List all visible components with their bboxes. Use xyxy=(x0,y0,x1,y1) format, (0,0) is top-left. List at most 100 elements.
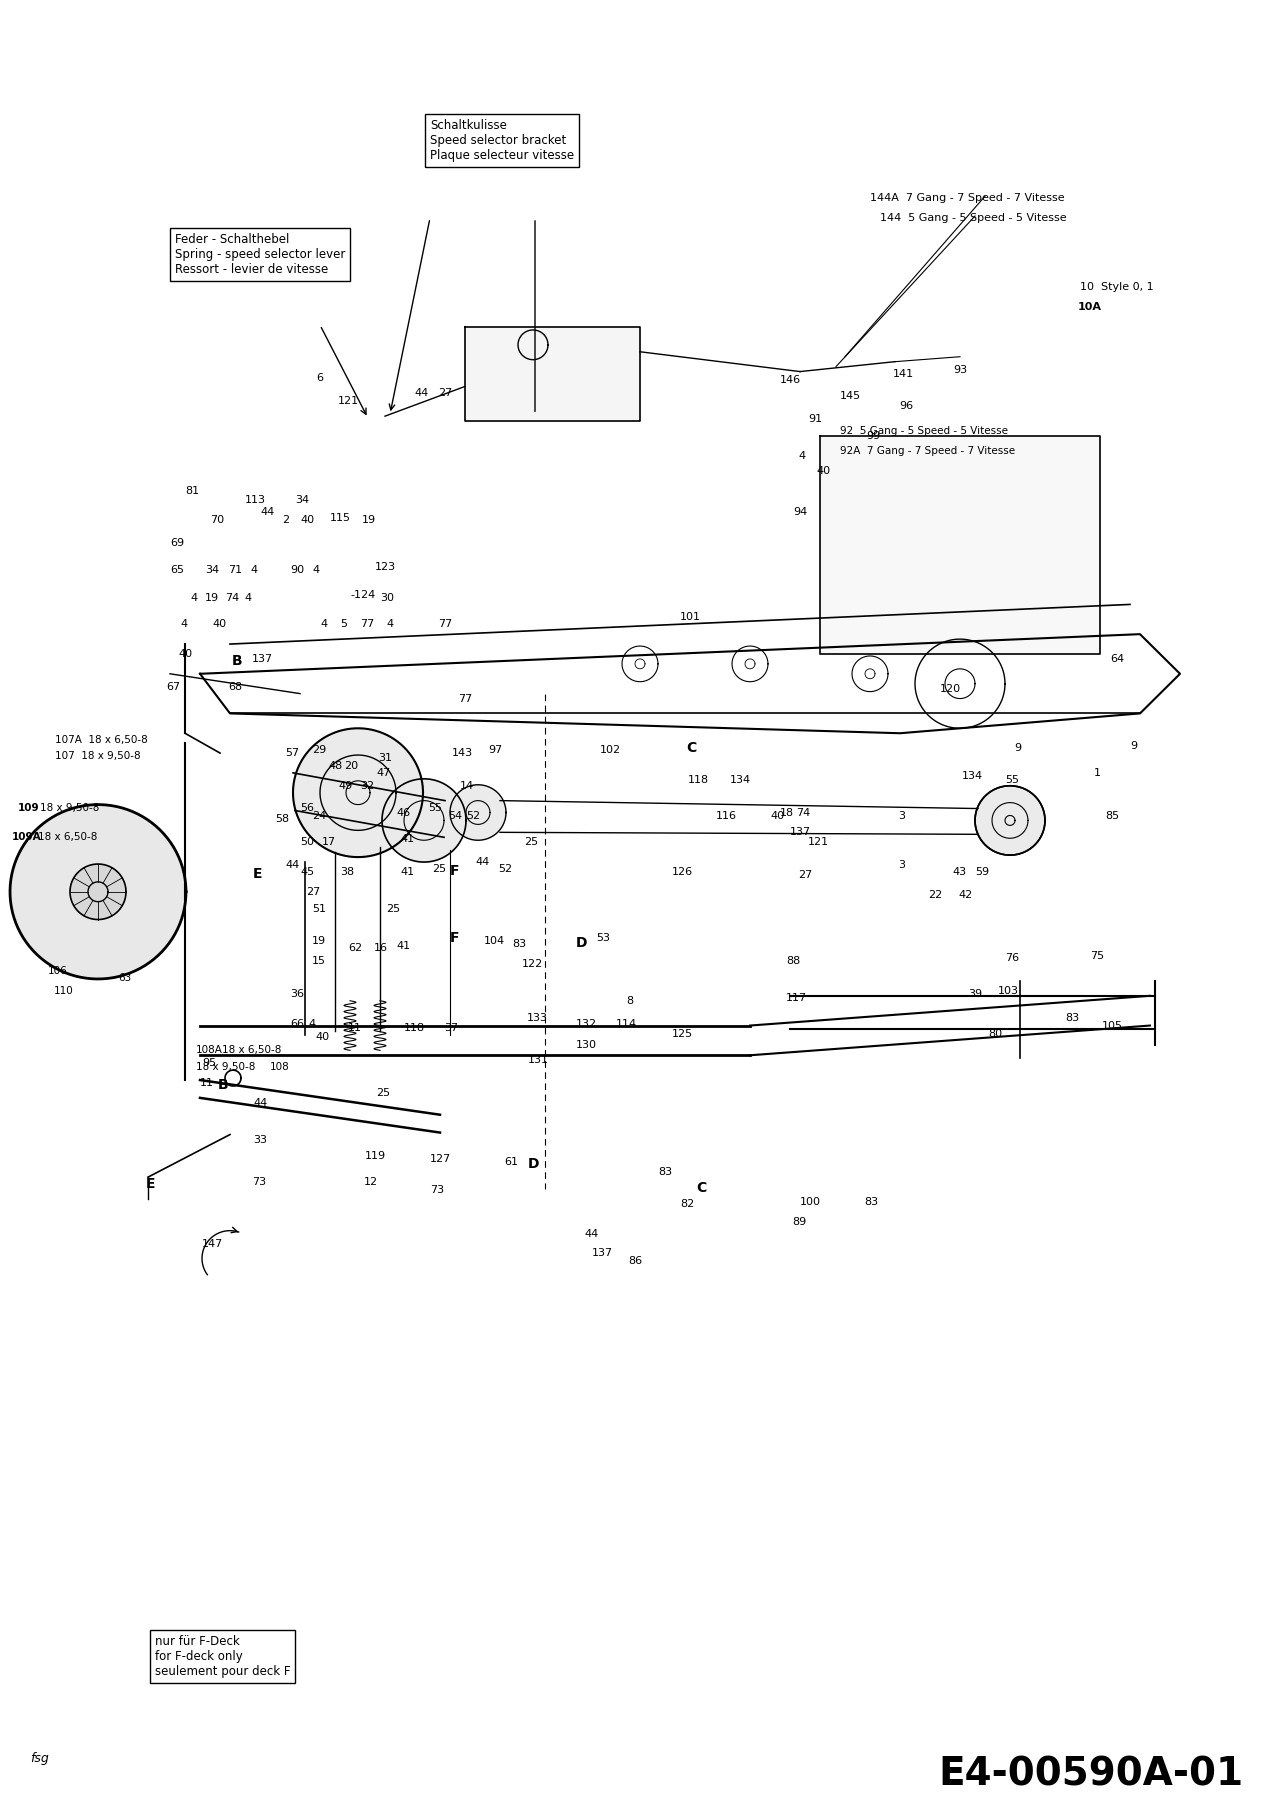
Text: fsg: fsg xyxy=(31,1751,48,1764)
Text: 43: 43 xyxy=(952,868,966,877)
Text: 25: 25 xyxy=(432,864,446,875)
Text: 29: 29 xyxy=(312,745,326,756)
Text: 59: 59 xyxy=(975,868,989,877)
Text: 144  5 Gang - 5 Speed - 5 Vitesse: 144 5 Gang - 5 Speed - 5 Vitesse xyxy=(880,212,1066,223)
Text: 123: 123 xyxy=(375,562,396,572)
Text: 54: 54 xyxy=(448,810,462,821)
Text: 94: 94 xyxy=(792,508,808,517)
Text: 69: 69 xyxy=(169,538,185,547)
Text: 75: 75 xyxy=(1091,950,1105,961)
Text: 102: 102 xyxy=(600,745,622,756)
Text: E: E xyxy=(147,1177,155,1192)
Text: 109A: 109A xyxy=(11,832,42,842)
Text: 73: 73 xyxy=(252,1177,266,1188)
Text: 31: 31 xyxy=(378,752,392,763)
Text: 34: 34 xyxy=(296,495,310,506)
Text: 38: 38 xyxy=(340,868,354,877)
Text: 141: 141 xyxy=(893,369,915,378)
Text: 114: 114 xyxy=(617,1019,637,1028)
Text: 55: 55 xyxy=(428,803,442,812)
Text: 66: 66 xyxy=(290,1019,304,1028)
Text: 65: 65 xyxy=(169,565,183,574)
Text: 40: 40 xyxy=(315,1033,329,1042)
Text: 108A: 108A xyxy=(196,1046,223,1055)
Text: 3: 3 xyxy=(898,860,905,869)
Text: 131: 131 xyxy=(527,1055,549,1066)
Text: 16: 16 xyxy=(375,943,389,954)
Text: 30: 30 xyxy=(380,592,394,603)
Text: 144A  7 Gang - 7 Speed - 7 Vitesse: 144A 7 Gang - 7 Speed - 7 Vitesse xyxy=(870,193,1065,203)
Text: 82: 82 xyxy=(680,1199,694,1210)
Text: 137: 137 xyxy=(252,653,273,664)
Text: 14: 14 xyxy=(460,781,474,790)
Text: 108: 108 xyxy=(270,1062,289,1073)
Text: 33: 33 xyxy=(254,1134,268,1145)
Polygon shape xyxy=(465,328,640,421)
Text: 12: 12 xyxy=(364,1177,378,1188)
Text: 4: 4 xyxy=(312,565,318,574)
Text: 95: 95 xyxy=(203,1058,217,1067)
Text: 37: 37 xyxy=(445,1022,459,1033)
Text: 39: 39 xyxy=(968,988,982,999)
Text: 41: 41 xyxy=(400,868,414,877)
Text: 18: 18 xyxy=(780,808,794,817)
Text: 55: 55 xyxy=(1005,774,1019,785)
Text: 4: 4 xyxy=(320,619,327,630)
Text: 40: 40 xyxy=(211,619,225,630)
Text: 137: 137 xyxy=(592,1249,613,1258)
Text: 118: 118 xyxy=(404,1022,426,1033)
Text: 52: 52 xyxy=(466,810,480,821)
Text: 106: 106 xyxy=(48,967,68,976)
Text: 83: 83 xyxy=(864,1197,878,1208)
Text: 36: 36 xyxy=(290,988,304,999)
Text: 70: 70 xyxy=(210,515,224,526)
Text: 10A: 10A xyxy=(1078,302,1102,311)
Text: 145: 145 xyxy=(840,391,861,401)
Text: 4: 4 xyxy=(250,565,257,574)
Text: 41: 41 xyxy=(400,835,414,844)
Text: 71: 71 xyxy=(228,565,242,574)
Text: 40: 40 xyxy=(769,810,784,821)
Text: 130: 130 xyxy=(576,1040,598,1051)
Text: 83: 83 xyxy=(657,1166,673,1177)
Text: 121: 121 xyxy=(338,396,359,407)
Text: B: B xyxy=(218,1078,228,1093)
Text: C: C xyxy=(685,742,697,756)
Text: 134: 134 xyxy=(962,770,984,781)
Text: 92A  7 Gang - 7 Speed - 7 Vitesse: 92A 7 Gang - 7 Speed - 7 Vitesse xyxy=(840,446,1015,455)
Text: 105: 105 xyxy=(1102,1021,1122,1031)
Text: 73: 73 xyxy=(431,1184,445,1195)
Text: 32: 32 xyxy=(361,781,375,790)
Text: 44: 44 xyxy=(285,860,299,869)
Text: 113: 113 xyxy=(245,495,266,506)
Text: 134: 134 xyxy=(730,774,752,785)
Polygon shape xyxy=(293,729,423,857)
Text: 11: 11 xyxy=(348,1022,362,1033)
Text: 122: 122 xyxy=(522,959,543,968)
Text: 68: 68 xyxy=(228,682,242,691)
Text: 62: 62 xyxy=(348,943,362,954)
Text: F: F xyxy=(450,931,460,945)
Text: 19: 19 xyxy=(362,515,376,526)
Text: 121: 121 xyxy=(808,837,829,848)
Text: 11: 11 xyxy=(200,1078,214,1087)
Text: 127: 127 xyxy=(431,1154,451,1165)
Text: 143: 143 xyxy=(452,749,473,758)
Text: 61: 61 xyxy=(505,1157,519,1168)
Text: 119: 119 xyxy=(364,1152,386,1161)
Text: 120: 120 xyxy=(940,684,961,693)
Text: Schaltkulisse
Speed selector bracket
Plaque selecteur vitesse: Schaltkulisse Speed selector bracket Pla… xyxy=(431,119,575,162)
Text: 64: 64 xyxy=(1110,653,1124,664)
Text: C: C xyxy=(696,1181,706,1195)
Text: 53: 53 xyxy=(596,934,610,943)
Text: 146: 146 xyxy=(780,374,801,385)
Text: D: D xyxy=(527,1157,539,1172)
Text: 42: 42 xyxy=(958,889,972,900)
Text: 125: 125 xyxy=(671,1028,693,1039)
Text: 20: 20 xyxy=(344,761,358,770)
Text: 118: 118 xyxy=(688,774,710,785)
Text: 107  18 x 9,50-8: 107 18 x 9,50-8 xyxy=(55,751,140,761)
Text: 97: 97 xyxy=(488,745,502,756)
Text: 99: 99 xyxy=(866,430,880,441)
Text: 27: 27 xyxy=(798,869,813,880)
